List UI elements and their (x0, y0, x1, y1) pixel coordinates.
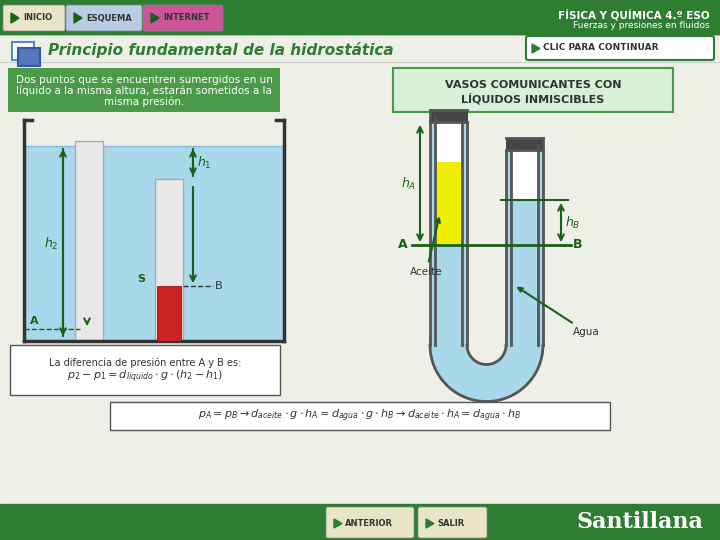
Bar (18, 48, 40, 66)
Bar (506, 138, 543, 150)
Text: misma presión.: misma presión. (104, 97, 184, 107)
FancyBboxPatch shape (8, 68, 280, 112)
Bar (511, 200, 538, 364)
Text: B: B (573, 239, 582, 252)
Bar (12, 42, 34, 60)
Bar (435, 245, 462, 364)
Text: $p_A = p_B \rightarrow d_{aceite} \cdot g \cdot h_A = d_{agua} \cdot g \cdot h_B: $p_A = p_B \rightarrow d_{aceite} \cdot … (199, 408, 521, 424)
Bar (435, 117, 462, 345)
Bar (24, 146, 284, 341)
Text: ANTERIOR: ANTERIOR (345, 518, 393, 528)
Text: FÍSICA Y QUÍMICA 4.º ESO: FÍSICA Y QUÍMICA 4.º ESO (559, 9, 710, 21)
Text: Dos puntos que se encuentren sumergidos en un: Dos puntos que se encuentren sumergidos … (16, 75, 272, 85)
Text: CLIC PARA CONTINUAR: CLIC PARA CONTINUAR (543, 44, 659, 52)
Bar (506, 150, 543, 345)
Text: Fuerzas y presiones en fluidos: Fuerzas y presiones en fluidos (573, 21, 710, 30)
FancyBboxPatch shape (418, 507, 487, 538)
Polygon shape (151, 13, 159, 23)
FancyBboxPatch shape (3, 5, 65, 31)
FancyBboxPatch shape (393, 68, 673, 112)
FancyBboxPatch shape (110, 402, 610, 430)
FancyBboxPatch shape (10, 345, 280, 395)
Text: S: S (137, 274, 145, 284)
Bar (430, 122, 467, 345)
FancyBboxPatch shape (66, 5, 142, 31)
Bar (430, 110, 467, 122)
Text: $h_2$: $h_2$ (45, 235, 59, 252)
Text: VASOS COMUNICANTES CON: VASOS COMUNICANTES CON (445, 80, 621, 90)
Bar (157, 286, 181, 341)
Text: ESQUEMA: ESQUEMA (86, 14, 132, 23)
FancyBboxPatch shape (143, 5, 223, 31)
FancyBboxPatch shape (526, 36, 714, 60)
Text: INICIO: INICIO (23, 14, 52, 23)
FancyBboxPatch shape (326, 507, 414, 538)
Bar (75, 141, 103, 341)
Polygon shape (426, 519, 434, 528)
Polygon shape (11, 13, 19, 23)
Polygon shape (532, 44, 540, 53)
Text: LÍQUIDOS INMISCIBLES: LÍQUIDOS INMISCIBLES (462, 93, 605, 105)
Text: líquido a la misma altura, estarán sometidos a la: líquido a la misma altura, estarán somet… (16, 86, 272, 96)
Text: $h_B$: $h_B$ (565, 214, 580, 231)
Text: Santillana: Santillana (577, 511, 703, 533)
Text: Principio fundamental de la hidrostática: Principio fundamental de la hidrostática (48, 42, 394, 58)
Polygon shape (74, 13, 82, 23)
Text: SALIR: SALIR (437, 518, 464, 528)
Text: $p_2 - p_1 = d_{líquido} \cdot g \cdot (h_2 - h_1)$: $p_2 - p_1 = d_{líquido} \cdot g \cdot (… (67, 369, 223, 385)
Text: La diferencia de presión entre A y B es:: La diferencia de presión entre A y B es: (49, 357, 241, 368)
Text: Agua: Agua (518, 288, 600, 337)
Text: INTERNET: INTERNET (163, 14, 210, 23)
Text: B: B (215, 281, 222, 291)
Text: A: A (30, 316, 39, 326)
Bar (511, 145, 538, 345)
Polygon shape (334, 519, 342, 528)
Text: A: A (398, 239, 408, 252)
Bar (0, 0, 720, 34)
Text: $h_1$: $h_1$ (197, 154, 212, 171)
Text: $h_A$: $h_A$ (401, 176, 416, 192)
Text: Aceite: Aceite (410, 219, 443, 277)
Bar (435, 162, 462, 245)
Bar (155, 179, 183, 341)
Polygon shape (430, 345, 543, 402)
Bar (0, 504, 720, 540)
